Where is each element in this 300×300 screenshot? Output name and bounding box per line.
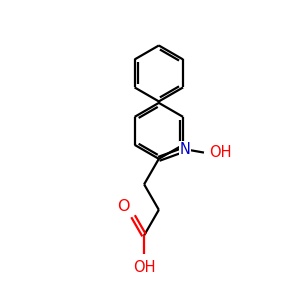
Text: OH: OH [133,260,155,275]
Text: O: O [117,199,130,214]
Text: N: N [180,142,190,157]
Text: OH: OH [209,145,232,160]
